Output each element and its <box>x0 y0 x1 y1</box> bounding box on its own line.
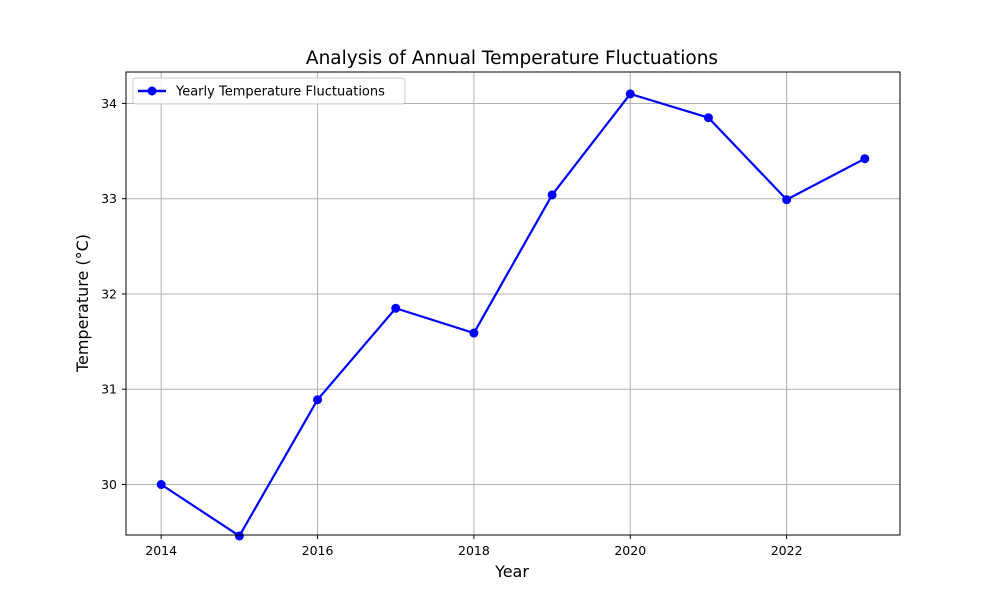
y-tick-label-30: 30 <box>101 477 117 492</box>
data-point-2022 <box>782 195 792 205</box>
x-tick-label-2014: 2014 <box>145 543 177 558</box>
data-point-2023 <box>860 154 870 164</box>
data-point-2017 <box>391 303 401 313</box>
tick-layer: 2014 2016 2018 2020 2022 30 31 32 33 34 <box>101 96 802 558</box>
x-tick-label-2020: 2020 <box>614 543 646 558</box>
legend: Yearly Temperature Fluctuations <box>132 77 406 105</box>
legend-entry-yearly-temperature-fluctuations: Yearly Temperature Fluctuations <box>175 85 385 100</box>
series-layer <box>156 89 870 541</box>
chart-title: Analysis of Annual Temperature Fluctuati… <box>306 48 718 69</box>
x-axis-label: Year <box>494 562 529 581</box>
data-point-2021 <box>703 113 713 123</box>
y-tick-label-34: 34 <box>101 96 117 111</box>
y-tick-label-32: 32 <box>101 286 117 301</box>
x-tick-label-2016: 2016 <box>302 543 334 558</box>
data-point-2014 <box>156 480 166 490</box>
y-tick-label-31: 31 <box>101 382 117 397</box>
data-point-2019 <box>547 190 557 200</box>
data-point-2020 <box>625 89 635 99</box>
data-point-2015 <box>234 531 244 541</box>
data-point-2016 <box>313 395 323 405</box>
data-point-2018 <box>469 328 479 338</box>
plot-area-frame <box>125 71 901 536</box>
y-axis-label: Temperature (°C) <box>73 234 92 373</box>
grid-layer <box>126 72 900 535</box>
y-tick-label-33: 33 <box>101 191 117 206</box>
legend-marker-swatch <box>147 86 157 96</box>
series-line-yearly-temperature <box>160 92 866 538</box>
x-tick-label-2018: 2018 <box>458 543 490 558</box>
x-tick-label-2022: 2022 <box>771 543 803 558</box>
legend-box <box>132 77 406 105</box>
